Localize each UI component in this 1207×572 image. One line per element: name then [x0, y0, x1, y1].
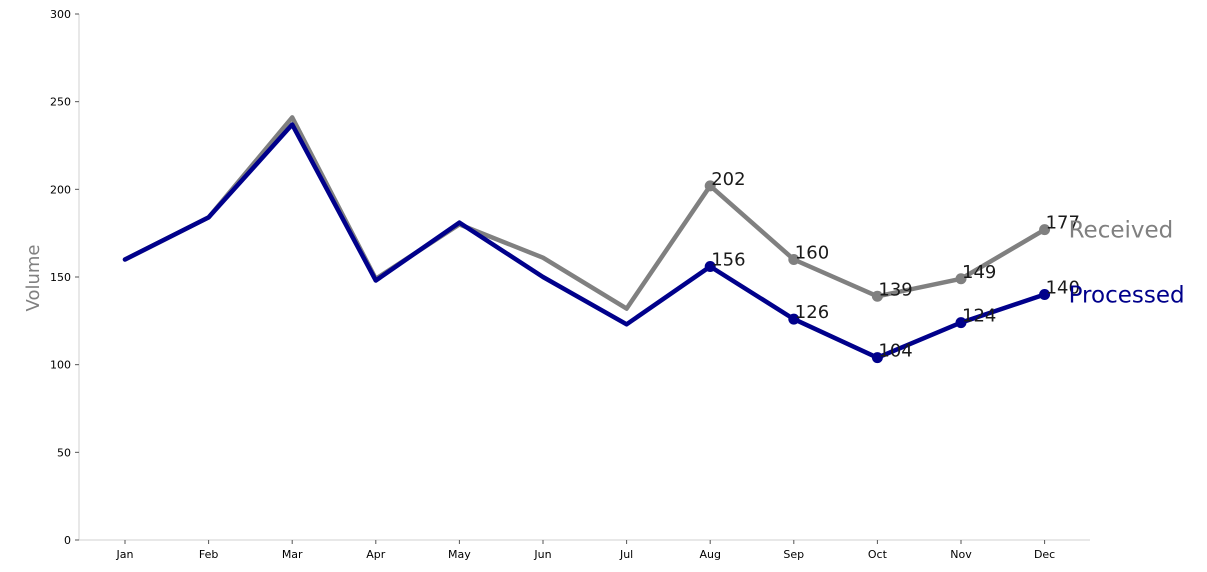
received-data-label: 160 [795, 242, 829, 263]
x-tick-label: Dec [1034, 548, 1055, 561]
received-data-point [704, 180, 716, 192]
y-tick-label: 100 [50, 359, 71, 372]
received-data-label: 177 [1046, 213, 1080, 234]
y-tick-label: 50 [57, 446, 71, 459]
processed-data-point [704, 260, 716, 272]
processed-data-point [788, 313, 800, 325]
processed-series-line [122, 122, 1047, 360]
y-tick-label: 200 [50, 183, 71, 196]
y-axis-title: Volume [23, 245, 44, 312]
series-lines [122, 115, 1047, 360]
data-labels: 202 160 139 149 177 156 126 104 124 140 [711, 169, 1080, 362]
processed-data-label: 126 [795, 302, 829, 323]
x-tick-label: Apr [366, 548, 386, 561]
processed-data-label: 140 [1046, 278, 1080, 299]
x-axis-ticks: Jan Feb Mar Apr May Jun Jul Aug Sep Oct Nov Dec [116, 540, 1055, 561]
received-data-point [1039, 224, 1051, 236]
processed-data-label: 124 [962, 306, 996, 327]
x-tick-label: Feb [199, 548, 218, 561]
y-tick-label: 150 [50, 271, 71, 284]
processed-data-point [871, 352, 883, 364]
received-data-point [871, 290, 883, 302]
y-tick-label: 250 [50, 96, 71, 109]
x-tick-label: Aug [699, 548, 720, 561]
series-labels: Received Processed [1069, 218, 1185, 309]
received-data-label: 149 [962, 262, 996, 283]
x-tick-label: Jan [116, 548, 134, 561]
y-tick-label: 0 [64, 534, 71, 547]
x-tick-label: Nov [950, 548, 972, 561]
x-tick-label: Mar [282, 548, 303, 561]
series-points [704, 180, 1051, 364]
x-tick-label: Sep [783, 548, 804, 561]
processed-data-point [1039, 289, 1051, 301]
x-tick-label: Jul [619, 548, 633, 561]
processed-data-label: 156 [711, 249, 745, 270]
y-axis-ticks: 0 50 100 150 200 250 300 [50, 8, 79, 547]
plot-area: 0 50 100 150 200 250 300 Jan Feb Mar Apr May Jun Jul… [50, 8, 1185, 561]
processed-series-label: Processed [1069, 283, 1185, 309]
received-data-label: 202 [711, 169, 745, 190]
processed-data-label: 104 [878, 341, 912, 362]
received-data-point [788, 253, 800, 265]
x-tick-label: May [448, 548, 471, 561]
received-data-label: 139 [878, 279, 912, 300]
x-tick-label: Oct [868, 548, 888, 561]
processed-data-point [955, 317, 967, 329]
y-tick-label: 300 [50, 8, 71, 21]
received-series-label: Received [1069, 218, 1174, 244]
x-tick-label: Jun [533, 548, 551, 561]
received-data-point [955, 273, 967, 285]
received-series-line [122, 115, 1047, 311]
